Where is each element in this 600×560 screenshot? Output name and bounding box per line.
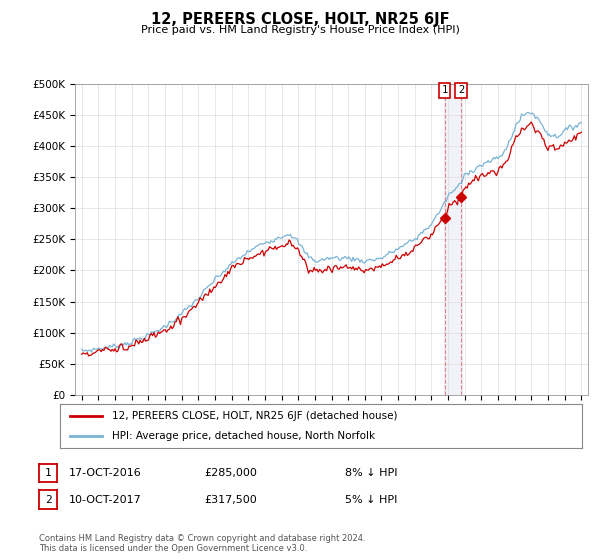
Text: 1: 1 [442,85,448,95]
Text: £285,000: £285,000 [204,468,257,478]
Text: Contains HM Land Registry data © Crown copyright and database right 2024.
This d: Contains HM Land Registry data © Crown c… [39,534,365,553]
Bar [444,84,462,395]
Text: £317,500: £317,500 [204,494,257,505]
Text: 5% ↓ HPI: 5% ↓ HPI [345,494,397,505]
Text: Price paid vs. HM Land Registry's House Price Index (HPI): Price paid vs. HM Land Registry's House … [140,25,460,35]
Text: 12, PEREERS CLOSE, HOLT, NR25 6JF (detached house): 12, PEREERS CLOSE, HOLT, NR25 6JF (detac… [112,411,398,421]
Text: 2: 2 [44,494,52,505]
Text: 2: 2 [458,85,464,95]
Text: 10-OCT-2017: 10-OCT-2017 [69,494,142,505]
Text: 17-OCT-2016: 17-OCT-2016 [69,468,142,478]
Text: 1: 1 [44,468,52,478]
Text: HPI: Average price, detached house, North Norfolk: HPI: Average price, detached house, Nort… [112,431,376,441]
Text: 12, PEREERS CLOSE, HOLT, NR25 6JF: 12, PEREERS CLOSE, HOLT, NR25 6JF [151,12,449,27]
Text: 8% ↓ HPI: 8% ↓ HPI [345,468,398,478]
